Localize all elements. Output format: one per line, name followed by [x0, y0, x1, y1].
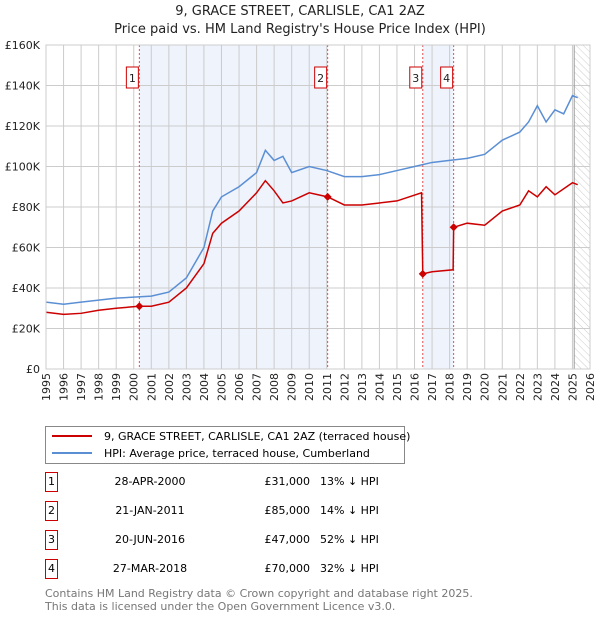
plot-border	[45, 44, 591, 370]
chart-subtitle: Price paid vs. HM Land Registry's House …	[114, 22, 486, 37]
x-tick-label-2008: 2008	[268, 373, 281, 401]
x-tick-label-2011: 2011	[321, 373, 334, 401]
sale-point-3	[418, 269, 427, 278]
x-tick-label-2019: 2019	[461, 373, 474, 401]
y-tick-label: £60K	[12, 242, 41, 255]
footer-line-2: This data is licensed under the Open Gov…	[45, 600, 396, 613]
legend-label-hpi: HPI: Average price, terraced house, Cumb…	[104, 446, 370, 460]
sale-price: £31,000	[264, 475, 311, 488]
x-tick-label-2016: 2016	[409, 373, 422, 401]
sale-marker-label-4: 4	[443, 72, 450, 85]
sale-marker-box-1	[125, 66, 139, 89]
x-tick-label-2017: 2017	[426, 373, 439, 401]
x-tick-label-2023: 2023	[531, 373, 544, 401]
x-tick-label-2021: 2021	[496, 373, 509, 401]
sale-number: 1	[45, 472, 58, 492]
sale-row: 1 28-APR-2000 £31,000 13% ↓ HPI	[45, 472, 445, 492]
x-tick-label-2000: 2000	[128, 373, 141, 401]
sale-row: 2 21-JAN-2011 £85,000 14% ↓ HPI	[45, 501, 445, 521]
sale-date: 27-MAR-2018	[112, 562, 188, 575]
x-tick-label-2005: 2005	[215, 373, 228, 401]
sale-marker-label-3: 3	[412, 72, 419, 85]
sale-hpi-diff: 52% ↓ HPI	[320, 533, 379, 546]
footer-line-1: Contains HM Land Registry data © Crown c…	[45, 587, 473, 600]
sale-marker-label-1: 1	[129, 72, 136, 85]
sale-hpi-diff: 32% ↓ HPI	[320, 562, 379, 575]
sale-point-1	[135, 302, 144, 311]
x-tick-label-2004: 2004	[198, 373, 211, 401]
sale-price: £47,000	[264, 533, 311, 546]
legend-swatch-hpi	[52, 452, 92, 454]
x-tick-label-2010: 2010	[303, 373, 316, 401]
sale-number: 2	[45, 501, 58, 521]
sale-hpi-diff: 13% ↓ HPI	[320, 475, 379, 488]
x-tick-label-2003: 2003	[180, 373, 193, 401]
sale-number: 4	[45, 559, 58, 579]
hpi-line	[45, 94, 578, 305]
x-tick-label-2001: 2001	[145, 373, 158, 401]
x-tick-label-1998: 1998	[93, 373, 106, 401]
y-tick-label: £40K	[12, 282, 41, 295]
plot-area: 1995 1996 1997 1998 1999 2000 2001 2002 2003 2004…	[5, 39, 597, 401]
x-tick-label-2022: 2022	[514, 373, 527, 401]
x-tick-label-1996: 1996	[58, 373, 71, 401]
sale-marker-label-2: 2	[317, 72, 324, 85]
sale-date: 20-JUN-2016	[114, 533, 186, 546]
x-tick-label-2013: 2013	[356, 373, 369, 401]
y-tick-label: £0	[26, 363, 40, 376]
x-tick-label-2012: 2012	[338, 373, 351, 401]
x-tick-label-2018: 2018	[444, 373, 457, 401]
x-tick-label-2024: 2024	[549, 373, 562, 401]
sale-date: 28-APR-2000	[114, 475, 186, 488]
sale-date: 21-JAN-2011	[115, 504, 185, 517]
x-tick-label-2006: 2006	[233, 373, 246, 401]
sale-marker-box-3	[409, 66, 423, 89]
sale-marker-box-4	[440, 66, 454, 89]
x-tick-label-2026: 2026	[584, 373, 597, 401]
y-tick-label: £120K	[5, 120, 41, 133]
y-tick-label: £80K	[12, 201, 41, 214]
x-tick-label-2002: 2002	[163, 373, 176, 401]
y-tick-label: £20K	[12, 323, 41, 336]
legend-label-price: 9, GRACE STREET, CARLISLE, CA1 2AZ (terr…	[104, 429, 411, 443]
x-tick-label-1999: 1999	[110, 373, 123, 401]
y-tick-label: £160K	[5, 39, 41, 52]
sale-point-2	[323, 192, 332, 201]
sale-marker-box-2	[314, 66, 328, 89]
x-tick-label-2015: 2015	[391, 373, 404, 401]
sale-row: 4 27-MAR-2018 £70,000 32% ↓ HPI	[45, 559, 445, 579]
legend: 9, GRACE STREET, CARLISLE, CA1 2AZ (terr…	[45, 426, 410, 464]
x-tick-label-2020: 2020	[479, 373, 492, 401]
sale-row: 3 20-JUN-2016 £47,000 52% ↓ HPI	[45, 530, 445, 550]
y-tick-label: £100K	[5, 161, 41, 174]
x-tick-label-2009: 2009	[286, 373, 299, 401]
sale-point-4	[449, 223, 458, 232]
x-tick-label-2025: 2025	[566, 373, 579, 401]
legend-swatch-price	[52, 435, 92, 437]
x-tick-label-1995: 1995	[40, 373, 53, 401]
y-tick-label: £140K	[5, 80, 41, 93]
sale-hpi-diff: 14% ↓ HPI	[320, 504, 379, 517]
sale-price: £70,000	[264, 562, 311, 575]
chart-title: 9, GRACE STREET, CARLISLE, CA1 2AZ	[175, 4, 425, 19]
sale-price: £85,000	[264, 504, 311, 517]
x-tick-label-1997: 1997	[75, 373, 88, 401]
sale-number: 3	[45, 530, 58, 550]
x-tick-label-2007: 2007	[251, 373, 264, 401]
x-tick-label-2014: 2014	[373, 373, 386, 401]
